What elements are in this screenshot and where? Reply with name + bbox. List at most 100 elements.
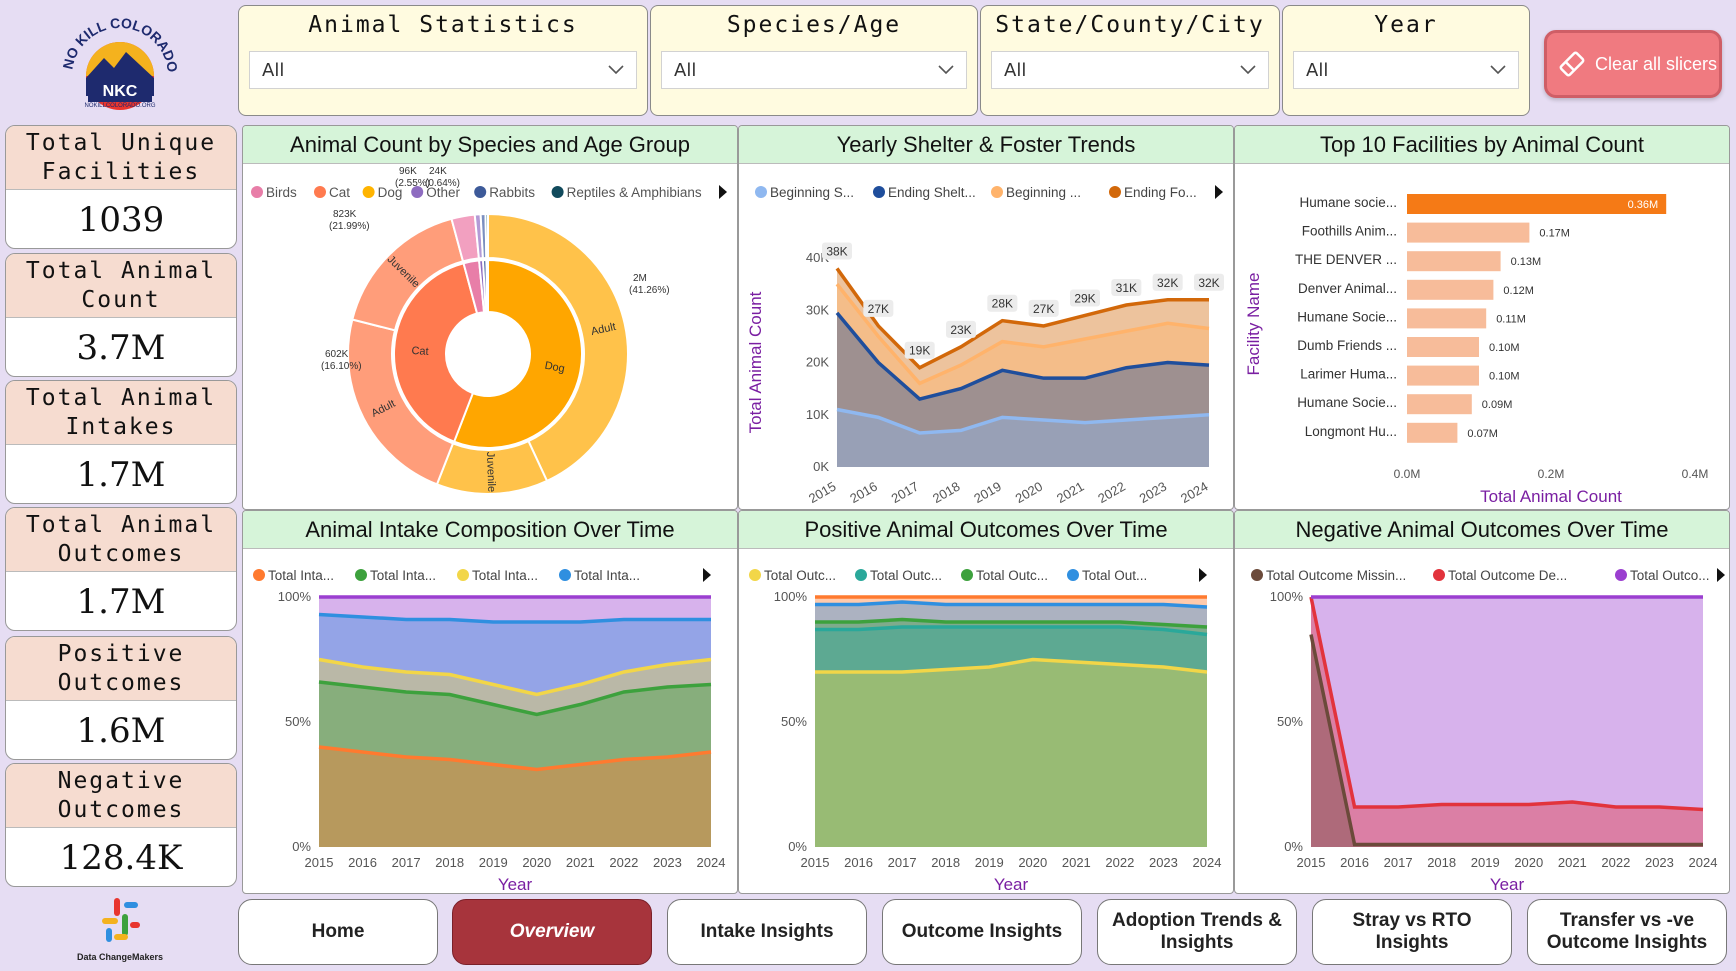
negative-outcomes-area-chart[interactable]: Total Outcome Missin... Total Outcome De.… [1235,549,1730,894]
nav-intake-insights-button[interactable]: Intake Insights [667,899,867,965]
top10-bar[interactable] [1407,308,1487,329]
top10-bar[interactable] [1407,222,1530,243]
kpi-value: 3.7M [76,328,166,368]
negative-legend-marker [1251,569,1263,581]
nav-outcome-insights-button[interactable]: Outcome Insights [882,899,1082,965]
top10-value-label: 0.12M [1503,285,1534,297]
yearly-y-tick: 30K [806,302,829,317]
intake-x-tick: 2024 [697,855,726,870]
slicer-year: Year All [1282,5,1530,116]
chevron-right-icon[interactable] [719,185,727,199]
negative-series-line[interactable] [1309,596,1704,812]
yearly-series-line[interactable] [836,407,1210,435]
nav-overview-button[interactable]: Overview [452,899,652,965]
top10-category-label: Denver Animal... [1298,281,1397,296]
yearly-data-label-bg [946,320,976,338]
chevron-right-icon[interactable] [1717,568,1725,582]
species-outer-segment-label: Juvenile [484,452,497,493]
clear-all-slicers-button[interactable]: Clear all slicers [1544,30,1722,98]
yearly-series-line[interactable] [835,311,1210,401]
svg-text:NKC: NKC [103,83,138,100]
positive-series-line[interactable] [815,625,1208,637]
intake-legend-marker [355,569,367,581]
yearly-x-tick: 2024 [1178,479,1211,506]
positive-x-tick: 2019 [975,855,1004,870]
panel-title: Negative Animal Outcomes Over Time [1235,511,1729,549]
positive-x-tick: 2016 [844,855,873,870]
intake-series-line[interactable] [318,612,711,624]
slicer-value: All [1004,59,1027,81]
species-outer-segment[interactable] [487,212,629,483]
negative-x-tick: 2018 [1427,855,1456,870]
species-inner-segment[interactable] [485,258,489,314]
intake-area[interactable] [319,747,711,847]
yearly-y-tick: 20K [806,355,829,370]
yearly-series-line[interactable] [835,267,1209,370]
species-inner-segment[interactable] [452,258,583,449]
nav-stray-vs-rto-button[interactable]: Stray vs RTO Insights [1312,899,1512,965]
slicer-dropdown[interactable]: All [249,51,637,89]
yearly-series-line[interactable] [835,283,1210,386]
top10-category-label: Humane socie... [1299,195,1397,210]
positive-series-line[interactable] [815,617,1208,629]
slicer-dropdown[interactable]: All [661,51,967,89]
intake-x-tick: 2015 [305,855,334,870]
species-inner-segment[interactable] [393,262,479,443]
top10-bar[interactable] [1407,394,1472,415]
nav-adoption-trends-button[interactable]: Adoption Trends & Insights [1097,899,1297,965]
top10-bar[interactable] [1407,279,1494,300]
top10-category-label: Humane Socie... [1297,309,1397,324]
species-data-label: 823K [333,209,357,220]
species-sunburst-chart[interactable]: Birds Cat Dog Other Rabbits Reptiles & Amphib… [243,164,738,510]
top10-facilities-bar-chart[interactable]: Humane socie... 0.36M Foothills Anim... 0.1… [1235,164,1730,510]
positive-series-line[interactable] [815,657,1208,674]
svg-text:NOKILLCOLORADO.ORG: NOKILLCOLORADO.ORG [84,103,155,109]
slicer-title: Species/Age [726,12,902,38]
intake-series-line[interactable] [318,745,712,772]
positive-area[interactable] [815,597,1207,847]
chevron-right-icon[interactable] [703,568,711,582]
negative-x-tick: 2016 [1340,855,1369,870]
negative-series-line[interactable] [1309,634,1703,847]
positive-outcomes-area-chart[interactable]: Total Outc... Total Outc... Total Outc... T… [739,549,1234,894]
top10-bar[interactable] [1407,194,1667,214]
negative-y-tick: 50% [1277,714,1303,729]
panel-top10-facilities: Top 10 Facilities by Animal Count Humane… [1234,125,1730,510]
slicer-dropdown[interactable]: All [1293,51,1519,89]
positive-series-line[interactable] [815,600,1208,609]
species-outer-segment[interactable] [484,212,489,260]
data-changemakers-logo: Data ChangeMakers [77,898,163,962]
kpi-title: Positive Outcomes [6,637,236,701]
nav-home-button[interactable]: Home [238,899,438,965]
yearly-trends-area-chart[interactable]: Beginning S... Ending Shelt... Beginning .… [739,164,1234,510]
chevron-right-icon[interactable] [1215,185,1223,199]
intake-area[interactable] [319,597,711,847]
nav-transfer-outcome-button[interactable]: Transfer vs -ve Outcome Insights [1527,899,1727,965]
negative-area[interactable] [1311,597,1703,847]
top10-bar[interactable] [1407,365,1479,386]
intake-area[interactable] [319,659,711,848]
yearly-area[interactable] [837,409,1209,467]
positive-x-tick: 2018 [931,855,960,870]
positive-area[interactable] [815,659,1207,848]
positive-area[interactable] [815,619,1207,848]
intake-legend-label: Total Inta... [268,568,334,583]
svg-text:Data ChangeMakers: Data ChangeMakers [77,952,163,962]
intake-area[interactable] [319,682,711,847]
yearly-area[interactable] [837,268,1209,467]
top10-bar[interactable] [1407,337,1479,357]
top10-bar[interactable] [1407,422,1458,443]
top10-bar[interactable] [1407,251,1501,272]
intake-x-axis-label: Year [498,875,533,894]
intake-y-tick: 0% [292,839,311,854]
slicer-dropdown[interactable]: All [991,51,1269,89]
positive-y-tick: 50% [781,714,807,729]
intake-series-line[interactable] [318,657,712,697]
positive-area[interactable] [815,627,1207,847]
yearly-area[interactable] [837,312,1209,467]
intake-series-line[interactable] [318,680,712,717]
chevron-right-icon[interactable] [1199,568,1207,582]
intake-composition-area-chart[interactable]: Total Inta... Total Inta... Total Inta... T… [243,549,738,894]
positive-legend-label: Total Outc... [976,568,1048,583]
no-kill-colorado-logo: NO KILL COLORADO NKC NOKILLCOLORADO.ORG [59,15,181,110]
